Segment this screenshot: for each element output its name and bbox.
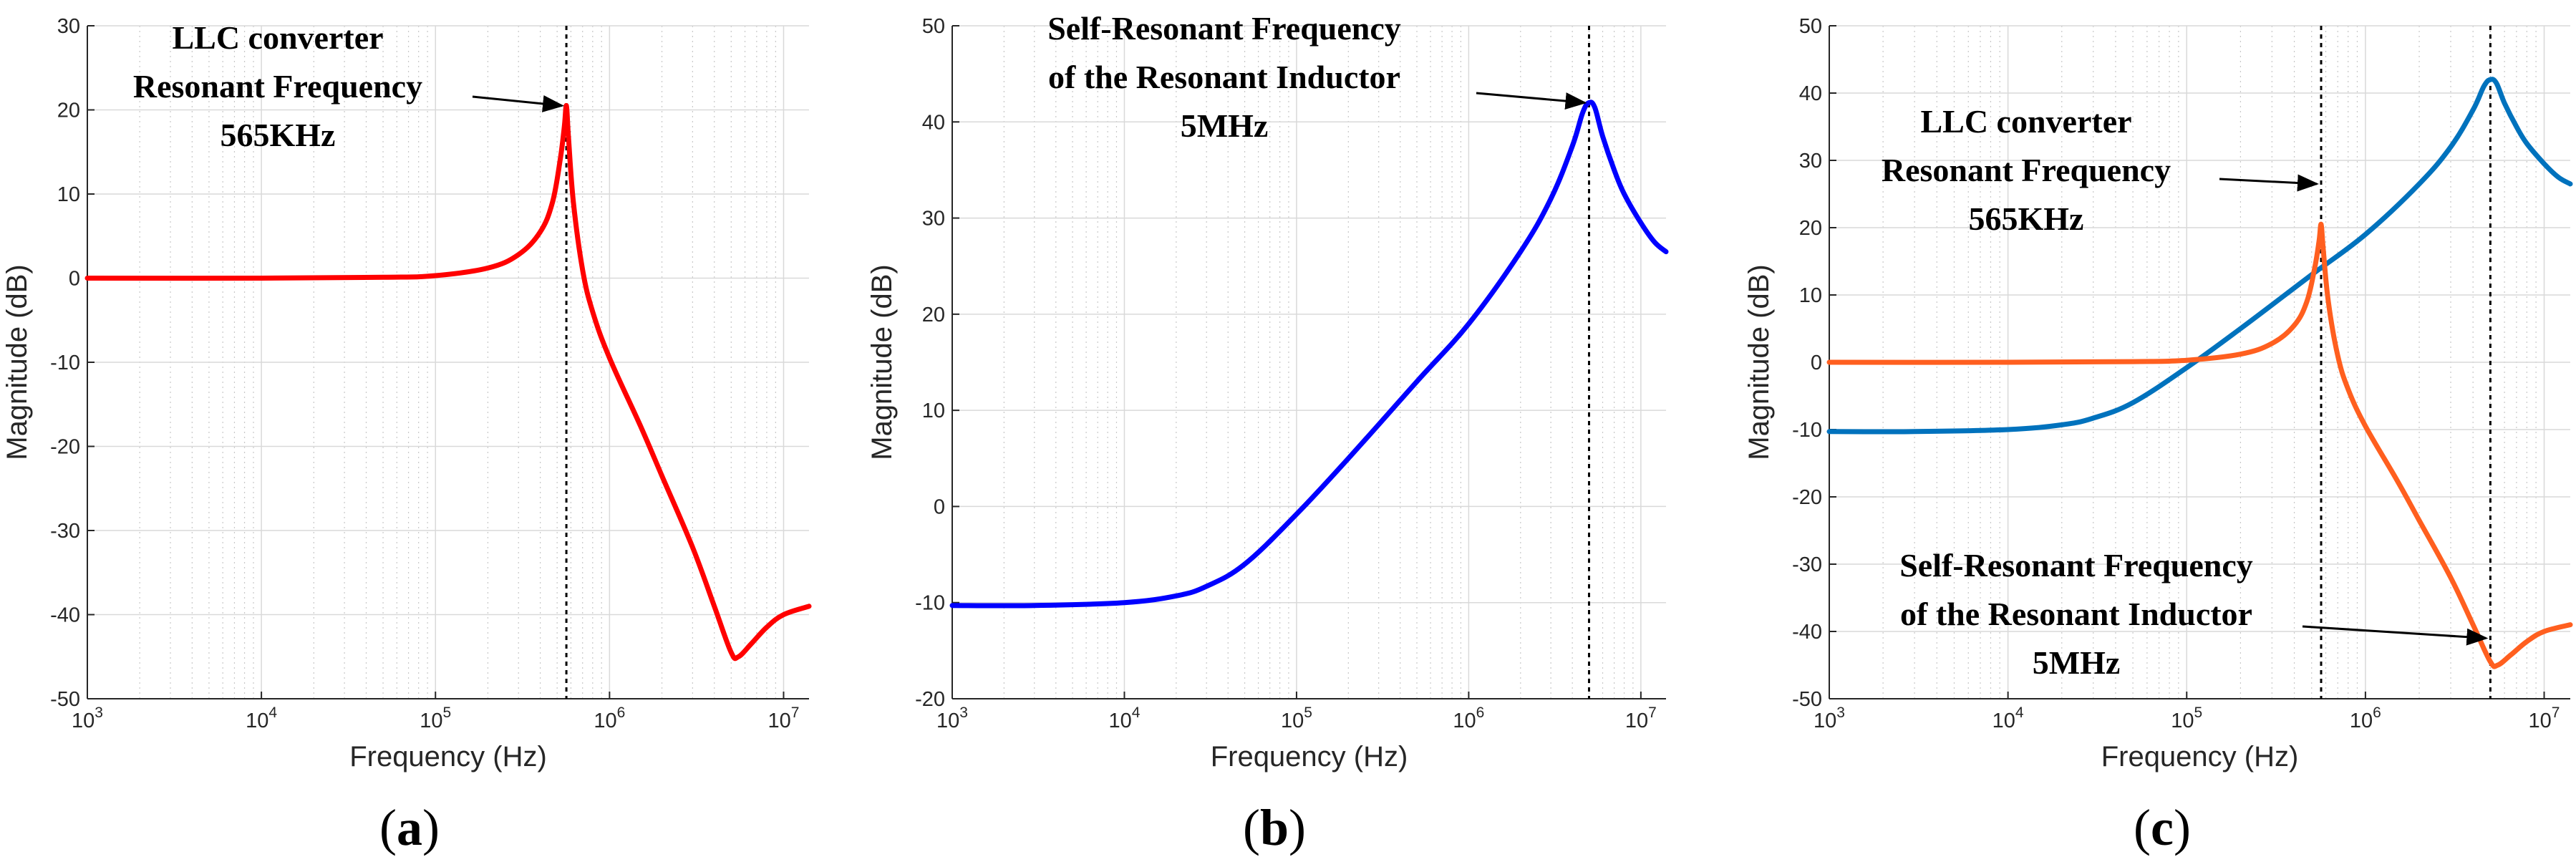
annotation-text: Self-Resonant Frequency [1047,10,1401,47]
y-tick-label: 10 [922,399,945,422]
panel-label: (b) [1243,799,1306,856]
x-tick-label: 103 [1814,704,1845,732]
x-tick-label: 106 [1453,704,1484,732]
y-tick-label: -30 [50,520,80,543]
annotation-text: Resonant Frequency [1882,152,2171,188]
y-axis-label: Magnitude (dB) [866,264,898,460]
y-tick-label: -10 [1792,419,1822,442]
annotation-text: 565KHz [221,117,336,153]
x-tick-label: 107 [2529,704,2560,732]
y-axis-label: Magnitude (dB) [1,264,33,460]
y-tick-label: 10 [57,183,80,206]
y-tick-label: -40 [50,604,80,627]
y-tick-label: 0 [934,495,945,518]
annotation-arrow [1476,92,1587,110]
annotation-text: of the Resonant Inductor [1900,596,2252,632]
panel-label: (c) [2134,799,2191,856]
x-tick-label: 106 [594,704,625,732]
y-tick-label: 10 [1799,284,1822,307]
x-tick-label: 105 [420,704,451,732]
x-tick-label: 107 [1625,704,1657,732]
x-tick-label: 103 [72,704,103,732]
y-tick-label: -50 [1792,688,1822,711]
panel-label: (a) [379,799,440,856]
x-tick-label: 104 [1992,704,2024,732]
annotation: LLC converter Resonant Frequency 565KHz [1882,103,2319,237]
y-tick-label: -50 [50,688,80,711]
series-line-llc-converter [1826,221,2573,669]
x-tick-label: 104 [1108,704,1140,732]
y-tick-label: -20 [915,688,945,711]
y-tick-label: 0 [69,268,80,291]
series-line-resonant-inductor [949,100,1669,609]
x-tick-label: 104 [246,704,277,732]
y-tick-label: -10 [50,352,80,374]
y-tick-label: 30 [57,15,80,38]
annotation-text: 5MHz [1181,107,1269,144]
y-tick-label: 20 [57,100,80,122]
annotation: LLC converter Resonant Frequency 565KHz [133,19,565,153]
y-tick-label: 50 [922,15,945,38]
x-axis-label: Frequency (Hz) [1211,741,1408,772]
annotation-arrow [2302,625,2489,646]
x-axis-label: Frequency (Hz) [349,741,547,772]
plot-area [952,26,1666,699]
annotation-text: Resonant Frequency [133,68,422,105]
y-tick-label: 40 [1799,82,1822,105]
y-tick-label: -20 [50,436,80,459]
y-tick-label: 30 [1799,150,1822,173]
series-line-resonant-inductor [1826,77,2573,435]
x-tick-label: 106 [2350,704,2381,732]
y-tick-label: 20 [1799,217,1822,240]
x-tick-label: 103 [936,704,968,732]
y-tick-label: 30 [922,208,945,231]
chart-panel-3: -50 -40 -30 -20 -10 0 10 20 30 40 50 103 104 105 106 10… [1743,15,2573,856]
annotation: Self-Resonant Frequency of the Resonant I… [1899,547,2489,681]
annotation-text: of the Resonant Inductor [1048,59,1400,95]
y-tick-label: -20 [1792,486,1822,509]
chart-panel-2: -20 -10 0 10 20 30 40 50 103 104 105 106 107 Frequenc… [866,10,1669,856]
annotation-arrow [2219,174,2319,192]
series-line-llc-converter [84,103,812,662]
annotation-text: LLC converter [172,19,383,56]
chart-panel-1: -50 -40 -30 -20 -10 0 10 20 30 103 104 105 106 107 Fre… [1,15,812,856]
x-tick-label: 107 [768,704,799,732]
annotation-text: LLC converter [1920,103,2131,140]
annotation-text: Self-Resonant Frequency [1899,547,2253,583]
y-tick-label: -30 [1792,553,1822,576]
y-tick-label: 0 [1811,352,1822,374]
annotation-text: 565KHz [1969,200,2084,237]
x-tick-label: 105 [2171,704,2202,732]
annotation: Self-Resonant Frequency of the Resonant I… [1047,10,1587,144]
y-tick-label: -40 [1792,621,1822,644]
annotation-arrow [472,95,565,112]
y-tick-label: -10 [915,592,945,615]
x-axis-label: Frequency (Hz) [2101,741,2299,772]
y-tick-label: 40 [922,111,945,134]
annotation-text: 5MHz [2033,644,2121,681]
y-tick-label: 20 [922,304,945,326]
x-tick-label: 105 [1281,704,1312,732]
y-axis-label: Magnitude (dB) [1743,264,1775,460]
y-tick-label: 50 [1799,15,1822,38]
